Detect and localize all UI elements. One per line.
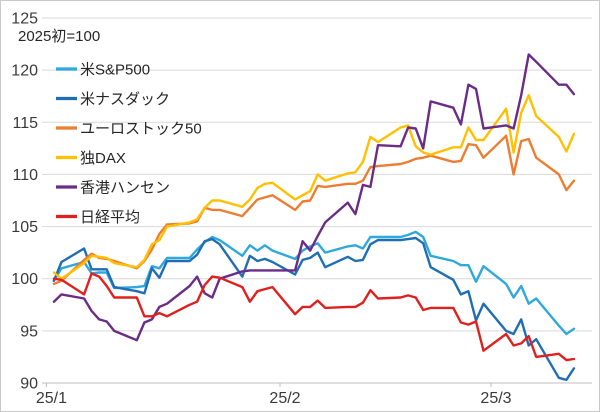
legend-label-eurostoxx50: ユーロストック50 xyxy=(80,121,202,138)
y-tick-label-110: 110 xyxy=(12,167,38,184)
legend-label-nikkei: 日経平均 xyxy=(80,209,140,226)
legend-label-nasdaq: 米ナスダック xyxy=(80,91,170,108)
legend-label-dax: 独DAX xyxy=(80,150,126,167)
legend-label-hangseng: 香港ハンセン xyxy=(80,180,170,197)
series-line-dax xyxy=(52,93,576,280)
x-tick-label-25-3: 25/3 xyxy=(480,390,511,407)
x-tick-label-25-2: 25/2 xyxy=(269,390,300,407)
y-tick-label-100: 100 xyxy=(11,271,38,288)
y-tick-label-90: 90 xyxy=(20,376,38,393)
legend-label-sp500: 米S&P500 xyxy=(80,62,150,79)
x-tick-label-25-1: 25/1 xyxy=(36,390,67,407)
y-tick-label-115: 115 xyxy=(12,115,38,132)
series-line-nasdaq xyxy=(52,236,576,382)
y-tick-label-125: 125 xyxy=(11,11,38,28)
y-tick-label-105: 105 xyxy=(11,219,38,236)
series-line-nikkei xyxy=(52,272,576,362)
chart-title: 2025初=100 xyxy=(18,28,101,45)
y-tick-label-120: 120 xyxy=(11,63,38,80)
y-tick-label-95: 95 xyxy=(20,323,38,340)
series-line-hangseng xyxy=(52,53,576,342)
